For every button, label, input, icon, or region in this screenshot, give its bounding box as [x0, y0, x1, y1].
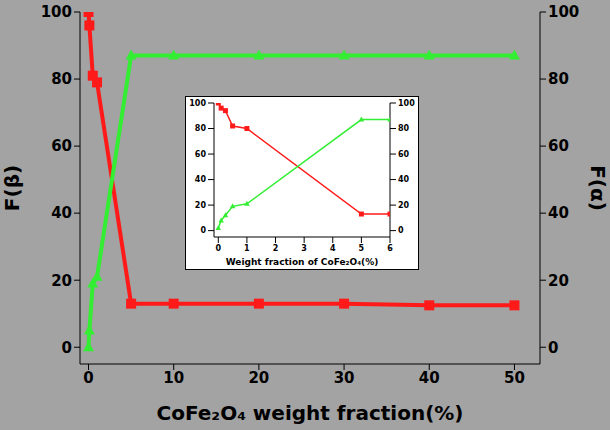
svg-text:60: 60	[195, 150, 207, 159]
svg-text:F(α): F(α)	[586, 165, 610, 211]
svg-text:5: 5	[359, 244, 365, 253]
svg-text:F(β): F(β)	[0, 165, 24, 211]
svg-text:60: 60	[398, 150, 410, 159]
svg-text:10: 10	[163, 369, 184, 387]
svg-text:20: 20	[398, 201, 410, 210]
svg-text:CoFe₂O₄ weight fraction(%): CoFe₂O₄ weight fraction(%)	[157, 401, 464, 425]
svg-text:80: 80	[51, 70, 72, 88]
svg-text:30: 30	[334, 369, 355, 387]
svg-text:100: 100	[41, 3, 72, 21]
svg-text:40: 40	[398, 175, 410, 184]
svg-text:60: 60	[548, 137, 569, 155]
svg-text:0: 0	[200, 226, 206, 235]
svg-text:0: 0	[548, 339, 558, 357]
svg-text:40: 40	[195, 175, 207, 184]
svg-text:20: 20	[548, 272, 569, 290]
svg-text:3: 3	[301, 244, 307, 253]
svg-text:20: 20	[51, 272, 72, 290]
svg-text:100: 100	[548, 3, 579, 21]
svg-text:0: 0	[62, 339, 72, 357]
svg-text:80: 80	[548, 70, 569, 88]
svg-text:6: 6	[387, 244, 393, 253]
svg-text:1: 1	[244, 244, 250, 253]
svg-text:100: 100	[189, 99, 206, 108]
svg-text:2: 2	[273, 244, 279, 253]
svg-text:80: 80	[398, 124, 410, 133]
svg-text:0: 0	[83, 369, 93, 387]
svg-text:Weight fraction of CoFe₂O₄(%): Weight fraction of CoFe₂O₄(%)	[226, 257, 379, 267]
svg-text:80: 80	[195, 124, 207, 133]
svg-text:4: 4	[330, 244, 336, 253]
svg-text:100: 100	[398, 99, 415, 108]
svg-text:20: 20	[248, 369, 269, 387]
svg-text:60: 60	[51, 137, 72, 155]
svg-text:40: 40	[51, 204, 72, 222]
svg-text:0: 0	[216, 244, 222, 253]
svg-text:40: 40	[419, 369, 440, 387]
svg-text:50: 50	[504, 369, 525, 387]
svg-text:0: 0	[398, 226, 404, 235]
svg-text:20: 20	[195, 201, 207, 210]
svg-text:40: 40	[548, 204, 569, 222]
